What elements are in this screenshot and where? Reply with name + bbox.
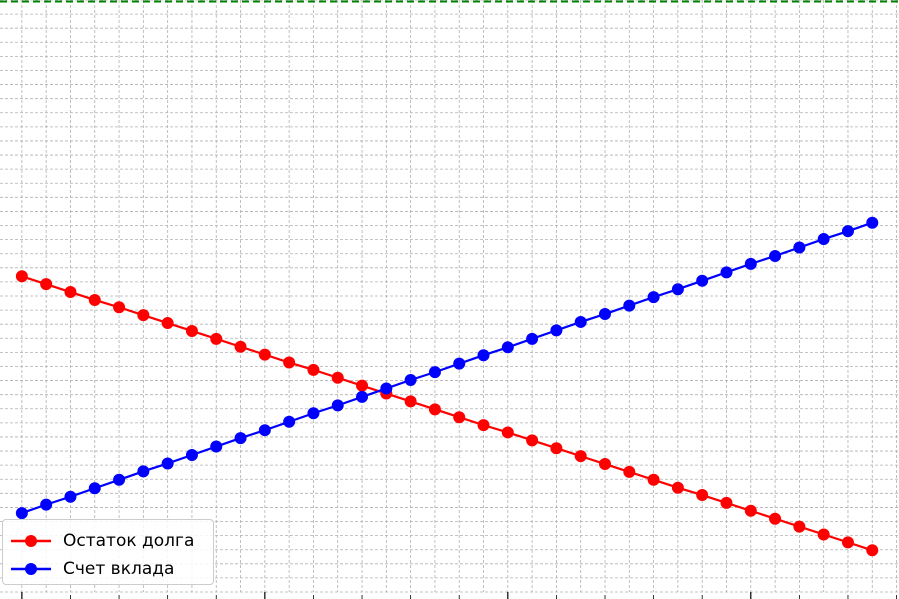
data-point-debt xyxy=(793,520,806,533)
legend: Остаток долга Счет вклада xyxy=(2,519,214,585)
data-point-deposit xyxy=(137,465,150,478)
legend-item-deposit: Счет вклада xyxy=(3,556,213,582)
data-point-deposit xyxy=(113,473,126,486)
data-point-debt xyxy=(210,332,223,345)
data-point-debt xyxy=(283,356,296,369)
series-line-debt xyxy=(21,275,873,552)
data-point-deposit xyxy=(88,482,101,495)
data-point-debt xyxy=(647,473,660,486)
data-point-deposit xyxy=(696,274,709,287)
data-point-deposit xyxy=(526,332,539,345)
data-point-deposit xyxy=(647,291,660,304)
data-point-debt xyxy=(307,363,320,376)
data-point-deposit xyxy=(623,299,636,312)
data-point-deposit xyxy=(671,283,684,296)
data-point-deposit xyxy=(501,341,514,354)
data-point-deposit xyxy=(744,257,757,270)
data-point-deposit xyxy=(331,399,344,412)
legend-item-debt: Остаток долга xyxy=(3,528,213,554)
data-point-debt xyxy=(356,379,369,392)
data-point-deposit xyxy=(307,407,320,420)
data-point-deposit xyxy=(599,308,611,321)
data-point-debt xyxy=(161,317,174,330)
data-point-debt xyxy=(623,465,636,478)
data-point-deposit xyxy=(793,241,806,254)
data-point-debt xyxy=(477,419,490,432)
data-point-deposit xyxy=(258,424,271,437)
data-point-deposit xyxy=(866,216,879,229)
data-point-debt xyxy=(501,426,514,439)
data-point-debt xyxy=(331,371,344,384)
data-point-debt xyxy=(234,340,247,353)
data-point-debt xyxy=(744,504,757,517)
legend-swatch-debt xyxy=(11,535,51,547)
data-point-debt xyxy=(696,489,709,502)
data-point-deposit xyxy=(428,366,441,379)
data-point-deposit xyxy=(550,324,563,337)
data-point-deposit xyxy=(210,440,223,453)
legend-label-deposit: Счет вклада xyxy=(63,559,175,579)
data-point-debt xyxy=(817,528,830,541)
data-point-debt xyxy=(574,450,587,463)
data-point-deposit xyxy=(769,249,782,262)
data-point-deposit xyxy=(477,349,490,362)
data-point-debt xyxy=(88,293,101,306)
data-point-deposit xyxy=(841,225,854,238)
data-point-debt xyxy=(866,544,879,557)
data-point-debt xyxy=(841,536,854,549)
data-point-debt xyxy=(720,496,733,509)
data-point-deposit xyxy=(161,457,174,470)
data-point-deposit xyxy=(356,390,369,403)
legend-label-debt: Остаток долга xyxy=(63,531,195,551)
data-point-debt xyxy=(258,348,271,361)
data-point-deposit xyxy=(64,490,77,503)
data-point-deposit xyxy=(234,432,247,445)
data-point-deposit xyxy=(15,507,28,520)
series-group xyxy=(15,216,879,557)
data-point-deposit xyxy=(817,233,830,246)
data-point-debt xyxy=(453,411,466,424)
data-point-debt xyxy=(428,403,441,416)
data-point-debt xyxy=(550,442,563,455)
data-point-deposit xyxy=(404,374,417,387)
data-point-debt xyxy=(113,301,126,314)
data-point-debt xyxy=(769,512,782,525)
data-point-deposit xyxy=(283,415,296,428)
data-point-deposit xyxy=(380,382,393,395)
data-point-debt xyxy=(185,324,198,337)
data-point-debt xyxy=(671,481,684,494)
data-point-deposit xyxy=(185,448,198,461)
data-point-debt xyxy=(404,395,417,408)
x-axis-ticks xyxy=(21,592,897,599)
data-point-deposit xyxy=(40,498,53,511)
data-point-deposit xyxy=(574,315,587,328)
series-line-deposit xyxy=(21,221,873,515)
data-point-debt xyxy=(15,270,28,283)
data-point-debt xyxy=(40,278,53,291)
data-point-debt xyxy=(599,458,611,471)
data-point-deposit xyxy=(720,266,733,279)
data-point-debt xyxy=(137,309,150,322)
data-point-deposit xyxy=(453,357,466,370)
data-point-debt xyxy=(64,286,77,299)
legend-swatch-deposit xyxy=(11,563,51,575)
data-point-debt xyxy=(526,434,539,447)
